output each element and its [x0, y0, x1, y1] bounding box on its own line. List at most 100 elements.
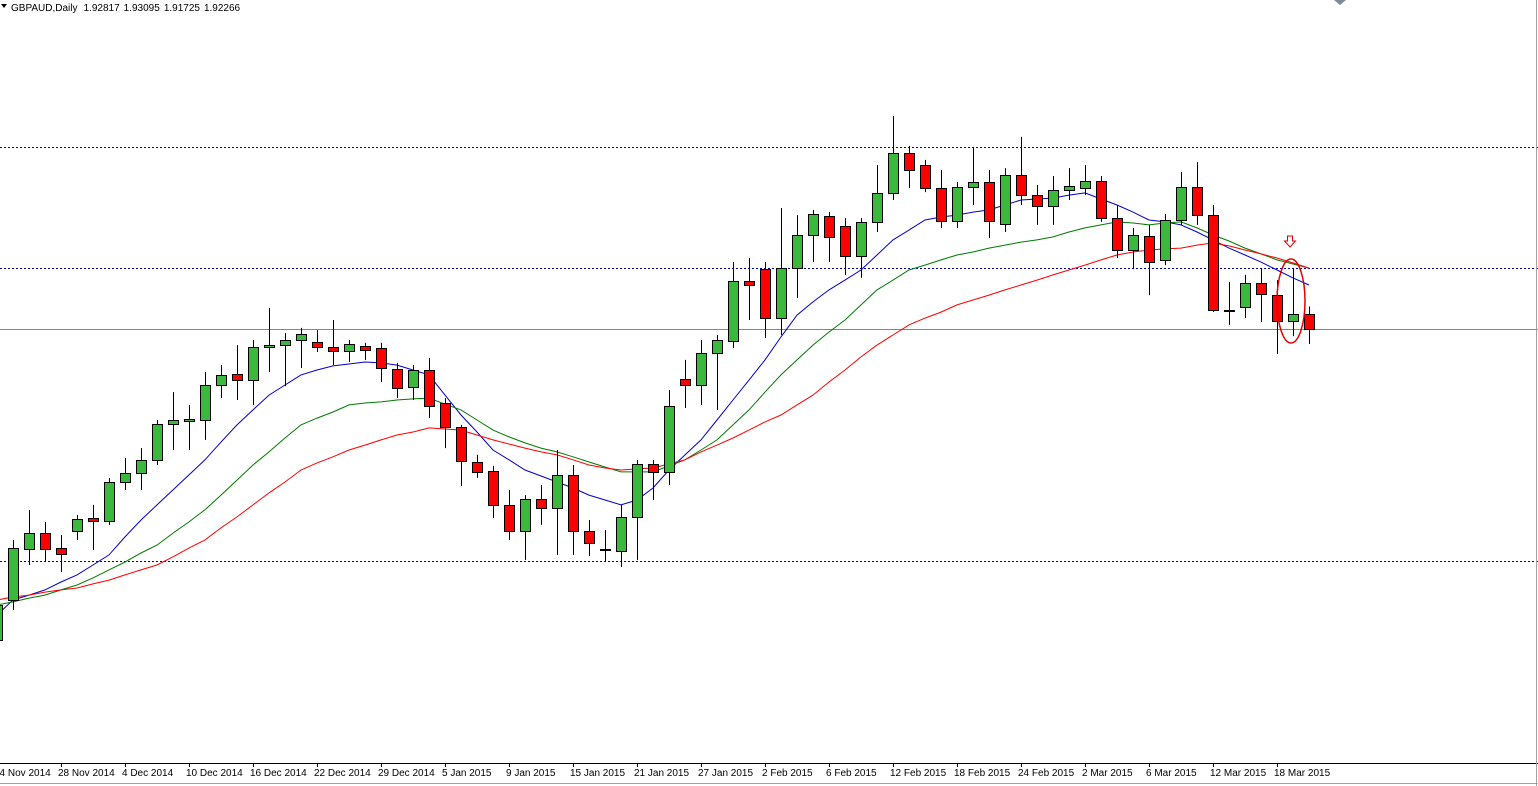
candle-body — [328, 347, 339, 352]
candle-body — [648, 464, 659, 473]
header-close: 1.92266 — [204, 3, 241, 14]
candle-body — [200, 385, 211, 421]
candle-body — [520, 499, 531, 532]
candle-body — [1016, 175, 1027, 196]
candle-body — [1144, 236, 1155, 263]
x-tick-label: 6 Feb 2015 — [826, 768, 877, 779]
candle-body — [664, 406, 675, 473]
chart-header: GBPAUD,Daily 1.92817 1.93095 1.91725 1.92266 — [11, 3, 241, 14]
candle-body — [296, 334, 307, 341]
x-tick-label: 27 Jan 2015 — [698, 768, 753, 779]
candle-body — [632, 464, 643, 518]
candle-body — [904, 153, 915, 171]
candle-body — [936, 188, 947, 222]
candle-body — [40, 533, 51, 550]
candle-body — [808, 214, 819, 236]
candle-body — [760, 269, 771, 319]
candle-body — [616, 517, 627, 552]
candle-body — [1112, 218, 1123, 251]
candle-body — [504, 505, 515, 532]
x-tick-label: 21 Jan 2015 — [634, 768, 689, 779]
candle-body — [152, 424, 163, 461]
candle-body — [1224, 310, 1235, 312]
candle-body — [1160, 220, 1171, 261]
candle-body — [1256, 283, 1267, 295]
x-tick-label: 28 Nov 2014 — [58, 768, 115, 779]
candle-body — [872, 193, 883, 223]
x-tick-label: 5 Jan 2015 — [442, 768, 492, 779]
candle-body — [584, 531, 595, 544]
candle-body — [552, 475, 563, 509]
candle-body — [968, 182, 979, 188]
candle-body — [56, 548, 67, 555]
candle-body — [536, 499, 547, 509]
candle-body — [1000, 175, 1011, 225]
candle-body — [360, 346, 371, 351]
candle-body — [1240, 283, 1251, 308]
x-tick-label: 10 Dec 2014 — [186, 768, 243, 779]
candle-body — [248, 347, 259, 381]
candle-body — [424, 370, 435, 407]
candle-body — [216, 375, 227, 386]
scroll-marker — [1334, 0, 1346, 5]
x-tick-label: 18 Feb 2015 — [954, 768, 1011, 779]
candle-body — [264, 345, 275, 348]
x-tick-label: 15 Jan 2015 — [570, 768, 625, 779]
annotation-ellipse — [1276, 258, 1306, 344]
candle-body — [120, 473, 131, 483]
candle-body — [472, 462, 483, 473]
candle-body — [456, 427, 467, 462]
candle-body — [1208, 215, 1219, 311]
candle-body — [1192, 187, 1203, 216]
candle-body — [280, 340, 291, 346]
x-tick-label: 9 Jan 2015 — [506, 768, 556, 779]
header-open: 1.92817 — [84, 3, 121, 14]
candle-body — [1288, 314, 1299, 322]
candle-body — [792, 235, 803, 269]
candle-body — [1080, 181, 1091, 189]
candle-body — [72, 519, 83, 532]
header-high: 1.93095 — [124, 3, 161, 14]
candle-body — [840, 226, 851, 257]
candle-body — [856, 222, 867, 257]
chart-title: GBPAUD,Daily — [11, 3, 78, 14]
candle-body — [568, 475, 579, 532]
candle-body — [952, 187, 963, 222]
annotation-arrow — [1283, 235, 1297, 248]
candle-body — [744, 281, 755, 286]
candle-body — [104, 482, 115, 522]
candle-body — [88, 518, 99, 522]
candle-body — [920, 165, 931, 189]
candle-body — [1064, 186, 1075, 191]
candle-body — [824, 216, 835, 238]
x-tick-label: 24 Feb 2015 — [1018, 768, 1075, 779]
x-tick-label: 16 Dec 2014 — [250, 768, 307, 779]
candle-body — [1096, 181, 1107, 219]
candle-body — [344, 344, 355, 352]
candle-body — [168, 420, 179, 425]
x-tick-label: 12 Feb 2015 — [890, 768, 947, 779]
candle-body — [184, 419, 195, 422]
candle-body — [1176, 187, 1187, 221]
x-tick-label: 6 Mar 2015 — [1146, 768, 1197, 779]
candle-body — [776, 268, 787, 319]
candle-body — [680, 379, 691, 386]
candle-body — [136, 460, 147, 474]
candle-body — [1304, 314, 1315, 330]
x-tick-label: 4 Dec 2014 — [122, 768, 174, 779]
candle-body — [600, 549, 611, 551]
candle-body — [728, 281, 739, 342]
candle-body — [392, 369, 403, 389]
candle-body — [440, 403, 451, 428]
x-tick-label: 2 Mar 2015 — [1082, 768, 1133, 779]
candle-body — [0, 605, 3, 641]
candle-body — [1048, 190, 1059, 207]
x-tick-label: 24 Nov 2014 — [0, 768, 51, 779]
x-tick-label: 18 Mar 2015 — [1274, 768, 1331, 779]
header-low: 1.91725 — [164, 3, 201, 14]
x-tick-label: 29 Dec 2014 — [378, 768, 435, 779]
menu-triangle[interactable] — [1, 4, 7, 8]
x-tick-label: 2 Feb 2015 — [762, 768, 813, 779]
